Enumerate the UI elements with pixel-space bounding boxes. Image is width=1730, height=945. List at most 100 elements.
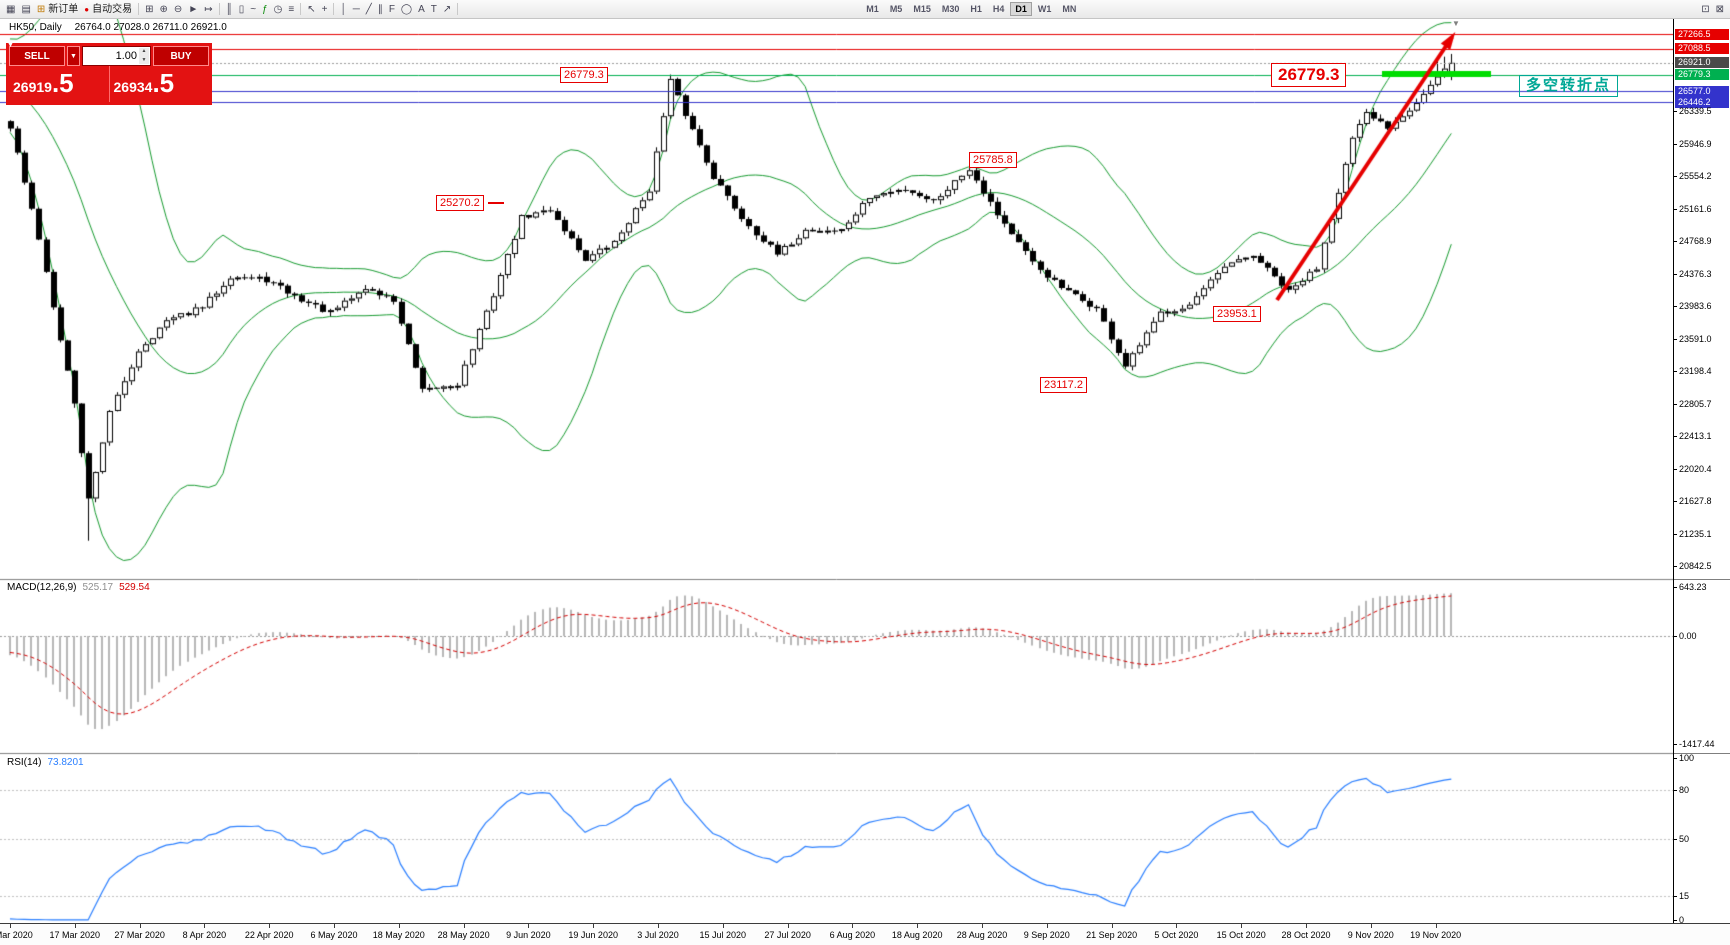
sell-price[interactable]: 26919.5 [9, 66, 109, 102]
volume-input[interactable]: 1.00 ▲ ▼ [82, 46, 151, 66]
time-tick-mark [1306, 924, 1307, 928]
price-axis[interactable]: 27266.5 27088.5 26921.0 26779.3 26577.0 26446… [1673, 19, 1730, 925]
price-tick-label: 25946.9 [1674, 139, 1730, 149]
time-tick-label: 21 Sep 2020 [1086, 930, 1138, 940]
candlestick-chart-icon[interactable]: ▯ [236, 2, 248, 17]
price-annotation[interactable]: 23117.2 [1040, 377, 1087, 393]
axis-panel-divider [1674, 753, 1730, 754]
sell-button[interactable]: SELL [9, 46, 65, 66]
price-tick-label: 25161.6 [1674, 204, 1730, 214]
timeframe-h4-button[interactable]: H4 [988, 2, 1010, 16]
vertical-line-icon[interactable]: │ [337, 2, 349, 17]
time-axis[interactable]: 4 Mar 2020 17 Mar 2020 27 Mar 2020 8 Apr 20… [0, 923, 1730, 945]
buy-price-pips: .5 [152, 68, 175, 98]
timeframe-m15-button[interactable]: M15 [908, 2, 936, 16]
time-tick-mark [74, 924, 76, 928]
price-annotation[interactable]: 23953.1 [1213, 306, 1261, 322]
level-price-label: 26446.2 [1675, 96, 1729, 108]
time-tick-label: 9 Sep 2020 [1023, 930, 1070, 940]
timeframe-w1-button[interactable]: W1 [1033, 2, 1057, 16]
time-tick-mark [1046, 924, 1048, 928]
price-tick-label: 23591.0 [1674, 334, 1730, 344]
volume-down-icon[interactable]: ▼ [141, 57, 147, 63]
axis-panel-divider [1674, 579, 1730, 580]
order-type-dropdown[interactable]: ▼ [67, 46, 80, 66]
timeframe-h1-button[interactable]: H1 [965, 2, 987, 16]
timeframe-d1-button[interactable]: D1 [1010, 2, 1032, 16]
time-tick-mark [1435, 924, 1437, 928]
price-annotation[interactable]: 25785.8 [969, 152, 1017, 168]
level-price-label: 26779.3 [1675, 69, 1729, 80]
text-label-icon[interactable]: T [428, 2, 440, 17]
periods-icon[interactable]: ◷ [271, 2, 286, 17]
macd-signal-value: 529.54 [119, 582, 150, 593]
fibonacci-icon[interactable]: F [386, 2, 398, 17]
rsi-tick-label: 50 [1674, 834, 1730, 844]
macd-name: MACD(12,26,9) [7, 582, 77, 593]
auto-trading-label: 自动交易 [92, 3, 133, 15]
timeframe-mn-button[interactable]: MN [1057, 2, 1081, 16]
horizontal-line-icon[interactable]: ─ [350, 2, 363, 17]
time-tick-label: 9 Nov 2020 [1347, 930, 1394, 940]
buy-price[interactable]: 26934.5 [108, 66, 210, 102]
rsi-value: 73.8201 [47, 757, 84, 768]
zoom-out-icon[interactable]: ⊖ [171, 2, 185, 17]
arrows-icon[interactable]: ↗ [440, 2, 454, 17]
chart-shift-icon[interactable]: ↦ [201, 2, 215, 17]
toolbar-tools-group: ⊞ ⊕ ⊖ ► ↦ ║ ▯ ~ ƒ ◷ ≡ ↖ + │ ─ ╱ ∥ F ◯ A T ↗ [135, 2, 461, 17]
shapes-icon[interactable]: ◯ [398, 2, 415, 17]
crosshair-icon[interactable]: + [319, 2, 331, 17]
sell-price-base: 26919 [13, 79, 52, 95]
chart-note[interactable]: 多空转折点 [1519, 75, 1619, 97]
toolbar: ▦ ▤ ⊞ 新订单 ● 自动交易 ⊞ ⊕ ⊖ ► ↦ ║ ▯ ~ ƒ ◷ ≡ ↖ + │ ─ ╱ ∥ F ◯ A T ↗ M… [0, 0, 1730, 19]
expand-window-icon[interactable]: ⊠ [1713, 2, 1727, 17]
auto-trading-button[interactable]: ● 自动交易 [81, 2, 135, 17]
level-price-label: 26577.0 [1675, 85, 1729, 97]
buy-price-base: 26934 [113, 79, 153, 95]
price-tick-label: 22020.4 [1674, 464, 1730, 474]
price-annotation[interactable]: 25270.2 [436, 195, 484, 211]
auto-scroll-icon[interactable]: ► [185, 2, 201, 17]
templates-icon[interactable]: ≡ [285, 2, 297, 17]
price-chart-canvas[interactable] [0, 19, 1673, 923]
time-tick-mark [1370, 924, 1372, 928]
docking-icon[interactable]: ⊡ [1698, 2, 1712, 17]
chart-shift-marker[interactable]: ▼ [1452, 19, 1460, 28]
time-tick-mark [982, 924, 983, 928]
window-list-icon[interactable]: ▤ [18, 2, 33, 17]
time-tick-mark [593, 924, 595, 928]
indicators-icon[interactable]: ƒ [259, 2, 271, 17]
volume-stepper[interactable]: ▲ ▼ [139, 48, 149, 64]
timeframe-m5-button[interactable]: M5 [885, 2, 908, 16]
volume-value: 1.00 [115, 50, 137, 62]
buy-button[interactable]: BUY [153, 46, 209, 66]
time-tick-mark [10, 924, 11, 928]
panel-collapse-icon[interactable]: ▼ [7, 42, 14, 49]
symbol-period-label: HK50, Daily [9, 22, 62, 33]
equidistant-channel-icon[interactable]: ∥ [375, 2, 386, 17]
timeframe-group: M1 M5 M15 M30 H1 H4 D1 W1 MN [861, 2, 1081, 16]
price-annotation[interactable]: 26779.3 [1271, 63, 1347, 87]
toolbar-separator [300, 3, 302, 15]
cursor-icon[interactable]: ↖ [304, 2, 318, 17]
volume-up-icon[interactable]: ▲ [141, 48, 147, 54]
time-tick-label: 8 Apr 2020 [182, 930, 227, 940]
macd-tick-label: -1417.44 [1674, 739, 1730, 749]
new-order-button[interactable]: ⊞ 新订单 [34, 2, 81, 17]
tile-windows-icon[interactable]: ⊞ [142, 2, 156, 17]
rsi-indicator-label: RSI(14) 73.8201 [7, 757, 84, 768]
timeframe-m1-button[interactable]: M1 [861, 2, 884, 16]
time-tick-label: 15 Jul 2020 [699, 930, 747, 940]
time-tick-label: 27 Jul 2020 [764, 930, 811, 940]
timeframe-m30-button[interactable]: M30 [937, 2, 965, 16]
bar-chart-icon[interactable]: ║ [223, 2, 236, 17]
price-annotation[interactable]: 26779.3 [560, 67, 608, 83]
time-tick-mark [463, 924, 465, 928]
text-icon[interactable]: A [415, 2, 428, 17]
trendline-icon[interactable]: ╱ [363, 2, 375, 17]
new-chart-icon[interactable]: ▦ [3, 2, 18, 17]
zoom-in-icon[interactable]: ⊕ [157, 2, 171, 17]
line-chart-icon[interactable]: ~ [247, 2, 259, 17]
time-tick-label: 6 May 2020 [310, 930, 358, 940]
